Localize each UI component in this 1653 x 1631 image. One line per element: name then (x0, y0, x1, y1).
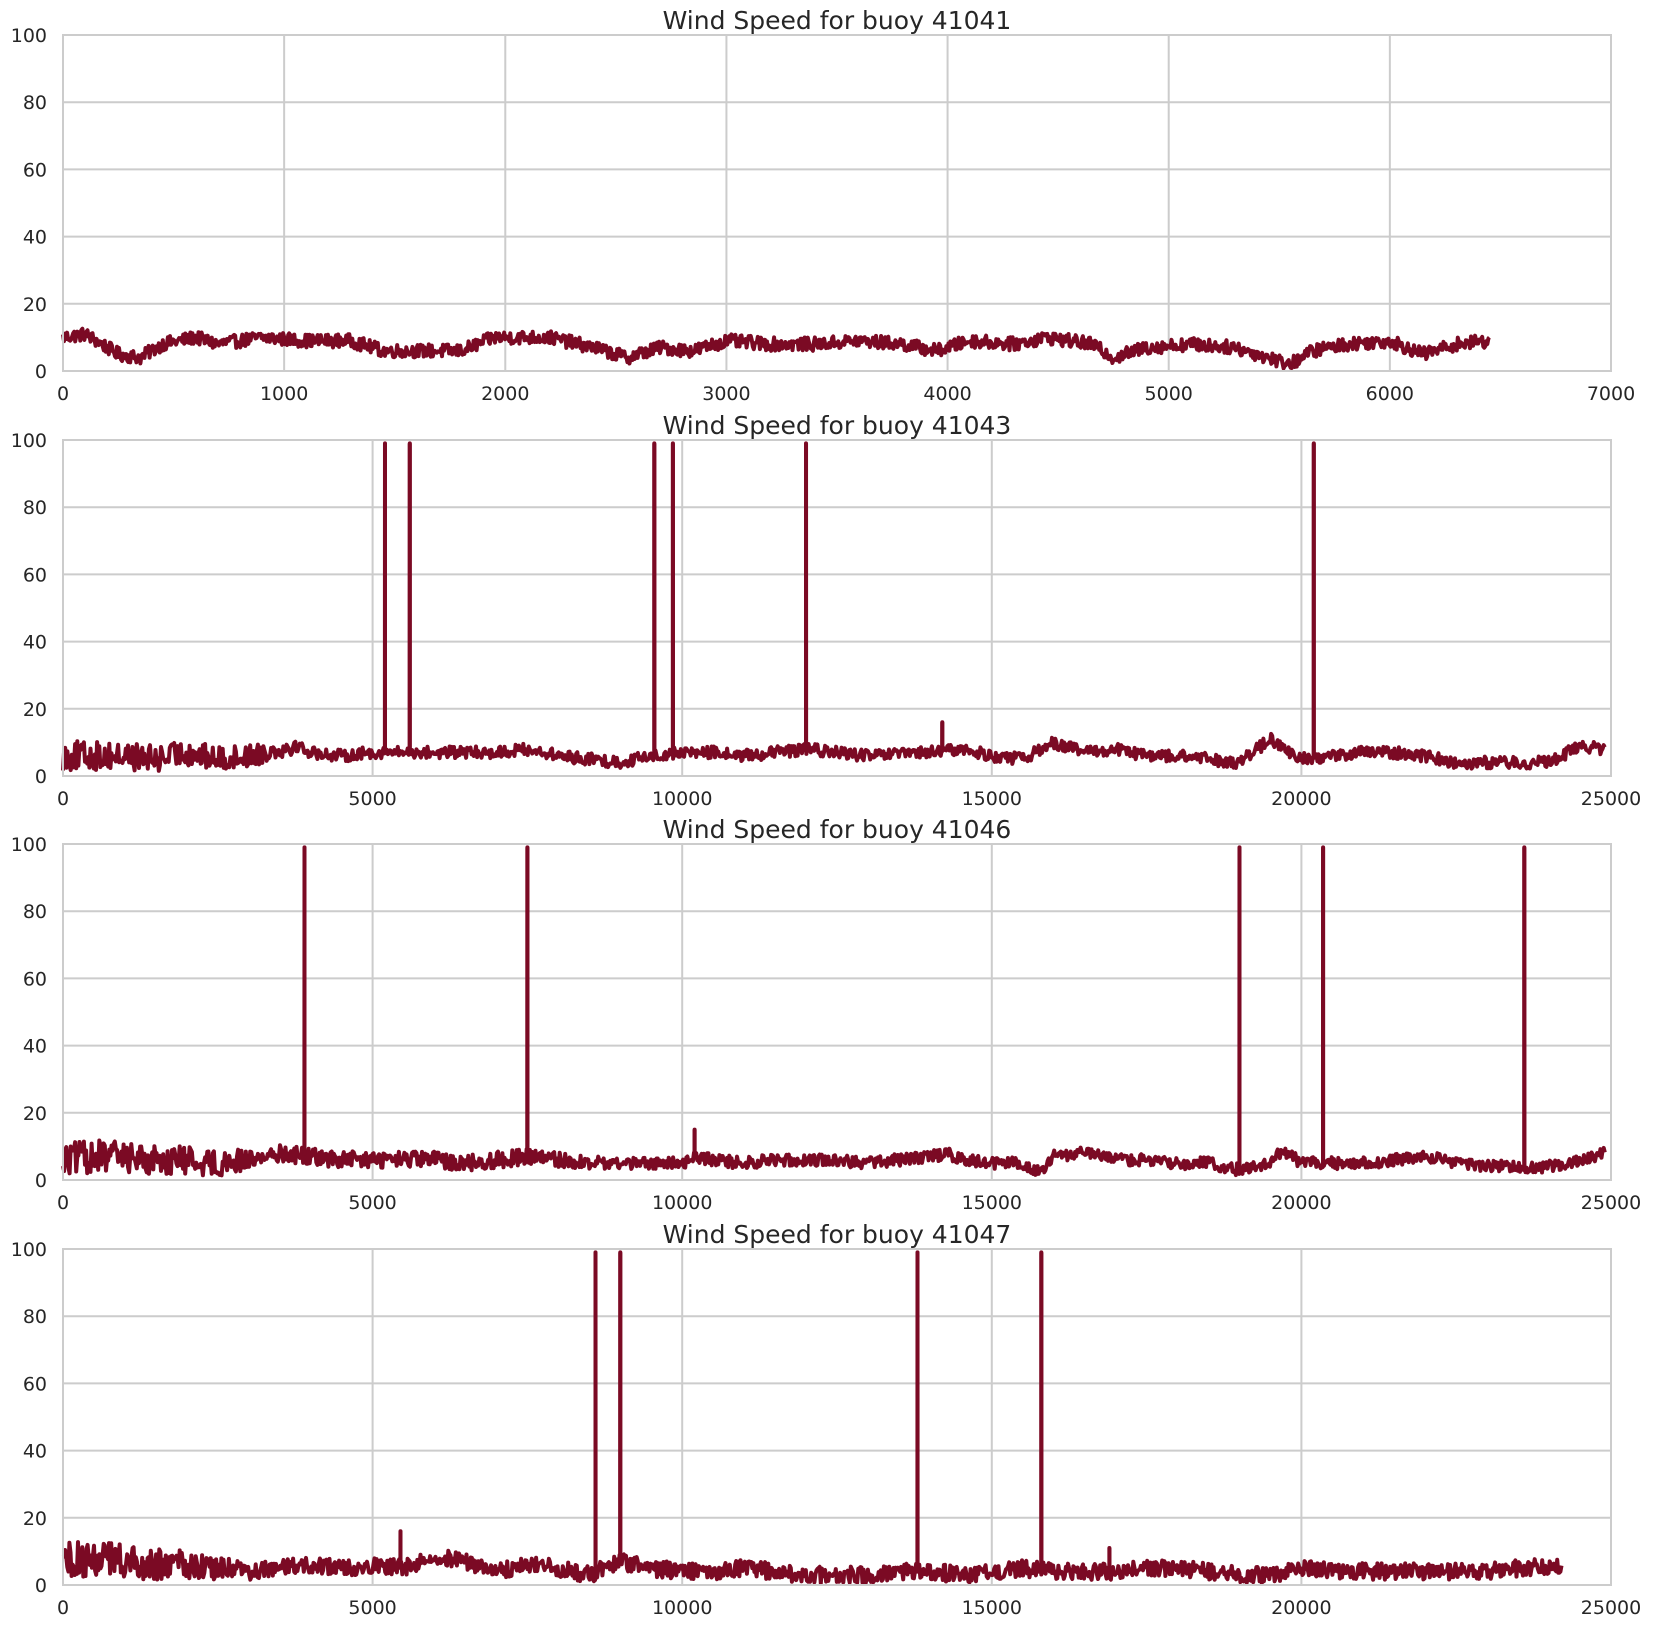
y-tick-label: 0 (35, 1170, 47, 1192)
y-tick-label: 100 (11, 25, 47, 47)
y-tick-label: 60 (23, 968, 47, 990)
chart-title: Wind Speed for buoy 41041 (663, 6, 1012, 35)
y-tick-label: 40 (23, 632, 47, 654)
y-tick-label: 80 (23, 497, 47, 519)
plot-frame (62, 1248, 1612, 1586)
x-tick-label: 5000 (348, 1192, 396, 1214)
chart-panel-4: 0 20 40 60 80 100 0 5000 10000 15000 20000 25000 Win… (11, 1220, 1641, 1619)
y-tick-label: 40 (23, 1441, 47, 1463)
x-tick-label: 6000 (1366, 383, 1414, 405)
y-tick-label: 80 (23, 901, 47, 923)
chart-panel-3: 0 20 40 60 80 100 0 5000 10000 15000 20000 25000 Win… (11, 815, 1641, 1214)
y-tick-label: 20 (23, 1508, 47, 1530)
x-tick-label: 15000 (962, 1192, 1022, 1214)
x-tick-label: 2000 (481, 383, 529, 405)
y-tick-label: 40 (23, 227, 47, 249)
x-tick-label: 5000 (348, 788, 396, 810)
x-tick-label: 4000 (923, 383, 971, 405)
chart-panel-2: 0 20 40 60 80 100 0 5000 10000 15000 20000 25000 Win… (11, 411, 1641, 810)
x-tick-label: 3000 (702, 383, 750, 405)
y-tick-label: 60 (23, 159, 47, 181)
y-tick-label: 80 (23, 1306, 47, 1328)
wind-speed-line (61, 326, 1491, 371)
x-tick-label: 15000 (962, 1597, 1022, 1619)
chart-title: Wind Speed for buoy 41043 (663, 411, 1012, 440)
chart-title: Wind Speed for buoy 41047 (663, 1220, 1012, 1249)
x-tick-label: 20000 (1271, 1192, 1331, 1214)
x-tick-label: 7000 (1587, 383, 1635, 405)
wind-speed-line (61, 441, 1607, 773)
x-tick-label: 1000 (260, 383, 308, 405)
wind-speed-line (61, 845, 1607, 1178)
x-tick-label: 0 (57, 1192, 69, 1214)
x-tick-label: 20000 (1271, 1597, 1331, 1619)
y-tick-label: 60 (23, 1373, 47, 1395)
plot-frame (62, 439, 1612, 777)
y-tick-label: 20 (23, 699, 47, 721)
x-tick-label: 0 (57, 383, 69, 405)
x-tick-label: 10000 (652, 788, 712, 810)
plot-frame (62, 34, 1612, 372)
plot-frame (62, 843, 1612, 1181)
chart-title: Wind Speed for buoy 41046 (663, 815, 1012, 844)
y-tick-label: 100 (11, 834, 47, 856)
x-tick-label: 0 (57, 788, 69, 810)
y-tick-label: 60 (23, 564, 47, 586)
y-tick-label: 40 (23, 1036, 47, 1058)
x-tick-label: 0 (57, 1597, 69, 1619)
x-tick-label: 10000 (652, 1192, 712, 1214)
y-tick-label: 100 (11, 1239, 47, 1261)
wind-speed-line (61, 1250, 1564, 1586)
x-tick-label: 20000 (1271, 788, 1331, 810)
y-tick-label: 0 (35, 361, 47, 383)
x-tick-label: 25000 (1581, 1597, 1641, 1619)
y-tick-label: 80 (23, 92, 47, 114)
x-tick-label: 10000 (652, 1597, 712, 1619)
y-tick-label: 0 (35, 766, 47, 788)
y-tick-label: 0 (35, 1575, 47, 1597)
x-tick-label: 15000 (962, 788, 1022, 810)
x-tick-label: 5000 (1145, 383, 1193, 405)
y-tick-label: 20 (23, 1103, 47, 1125)
x-tick-label: 25000 (1581, 788, 1641, 810)
x-tick-label: 5000 (348, 1597, 396, 1619)
x-tick-label: 25000 (1581, 1192, 1641, 1214)
y-tick-label: 20 (23, 294, 47, 316)
y-tick-label: 100 (11, 430, 47, 452)
